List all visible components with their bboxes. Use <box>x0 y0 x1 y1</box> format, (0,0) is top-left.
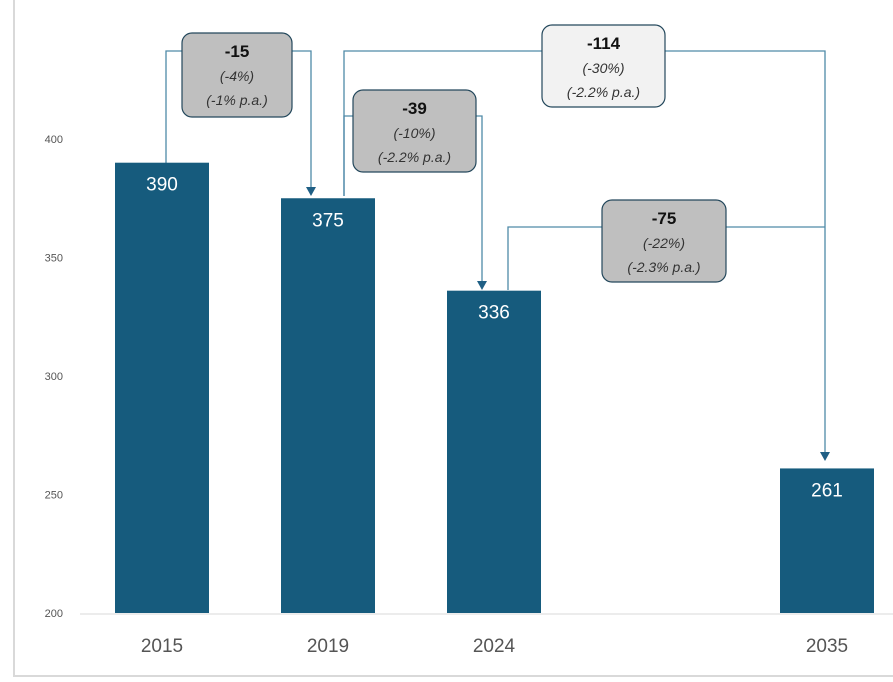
callout-change: -114 <box>587 34 621 53</box>
bar-2035 <box>780 468 874 613</box>
callout-percent: (-4%) <box>220 68 254 84</box>
callout-box <box>541 24 666 108</box>
x-tick-label: 2019 <box>307 636 349 657</box>
callout-2019-2035: -114 (-30%) (-2.2% p.a.) <box>541 24 666 108</box>
callout-percent: (-22%) <box>643 235 685 251</box>
x-tick-label: 2024 <box>473 636 516 657</box>
callout-cagr: (-1% p.a.) <box>206 92 267 108</box>
callout-2019-2024: -39 (-10%) (-2.2% p.a.) <box>352 89 477 173</box>
bar-value-label: 375 <box>312 210 344 231</box>
callout-box <box>601 199 727 283</box>
callout-change: -15 <box>225 42 250 61</box>
chart-frame <box>13 0 893 677</box>
bars: 390 2015 375 2019 336 2024 261 2035 <box>115 162 874 657</box>
y-tick-label: 400 <box>45 134 63 146</box>
arrow-icon <box>477 281 487 290</box>
y-tick-label: 300 <box>45 371 63 383</box>
y-tick-label: 250 <box>45 490 63 502</box>
callout-percent: (-30%) <box>582 60 624 76</box>
callout-box <box>181 32 293 118</box>
callout-box <box>352 89 477 173</box>
callout-2015-2019: -15 (-4%) (-1% p.a.) <box>181 32 293 118</box>
callout-cagr: (-2.2% p.a.) <box>378 149 451 165</box>
bar-value-label: 261 <box>811 480 843 501</box>
change-callouts: -15(-4%)(-1% p.a.) -39(-10%)(-2.2% p.a.)-… <box>181 24 727 283</box>
bar-2015 <box>115 162 209 613</box>
x-tick-label: 2015 <box>141 636 183 657</box>
frame-border <box>13 0 893 677</box>
callout-percent: (-10%) <box>393 125 435 141</box>
bar-value-label: 336 <box>478 303 510 324</box>
bar-value-label: 390 <box>146 175 178 196</box>
bar-2019 <box>281 198 375 613</box>
arrow-icon <box>306 187 316 196</box>
callout-cagr: (-2.2% p.a.) <box>567 84 640 100</box>
arrow-icon <box>820 452 830 461</box>
bar-2024 <box>447 290 541 613</box>
y-tick-label: 200 <box>45 608 63 620</box>
callout-2024-2035: -75 (-22%) (-2.3% p.a.) <box>601 199 727 283</box>
x-tick-label: 2035 <box>806 636 848 657</box>
y-tick-label: 350 <box>45 253 63 265</box>
callout-change: -75 <box>652 209 677 228</box>
y-axis: 200 250 300 350 400 <box>45 134 63 620</box>
callout-cagr: (-2.3% p.a.) <box>627 259 700 275</box>
callout-change: -39 <box>402 99 427 118</box>
